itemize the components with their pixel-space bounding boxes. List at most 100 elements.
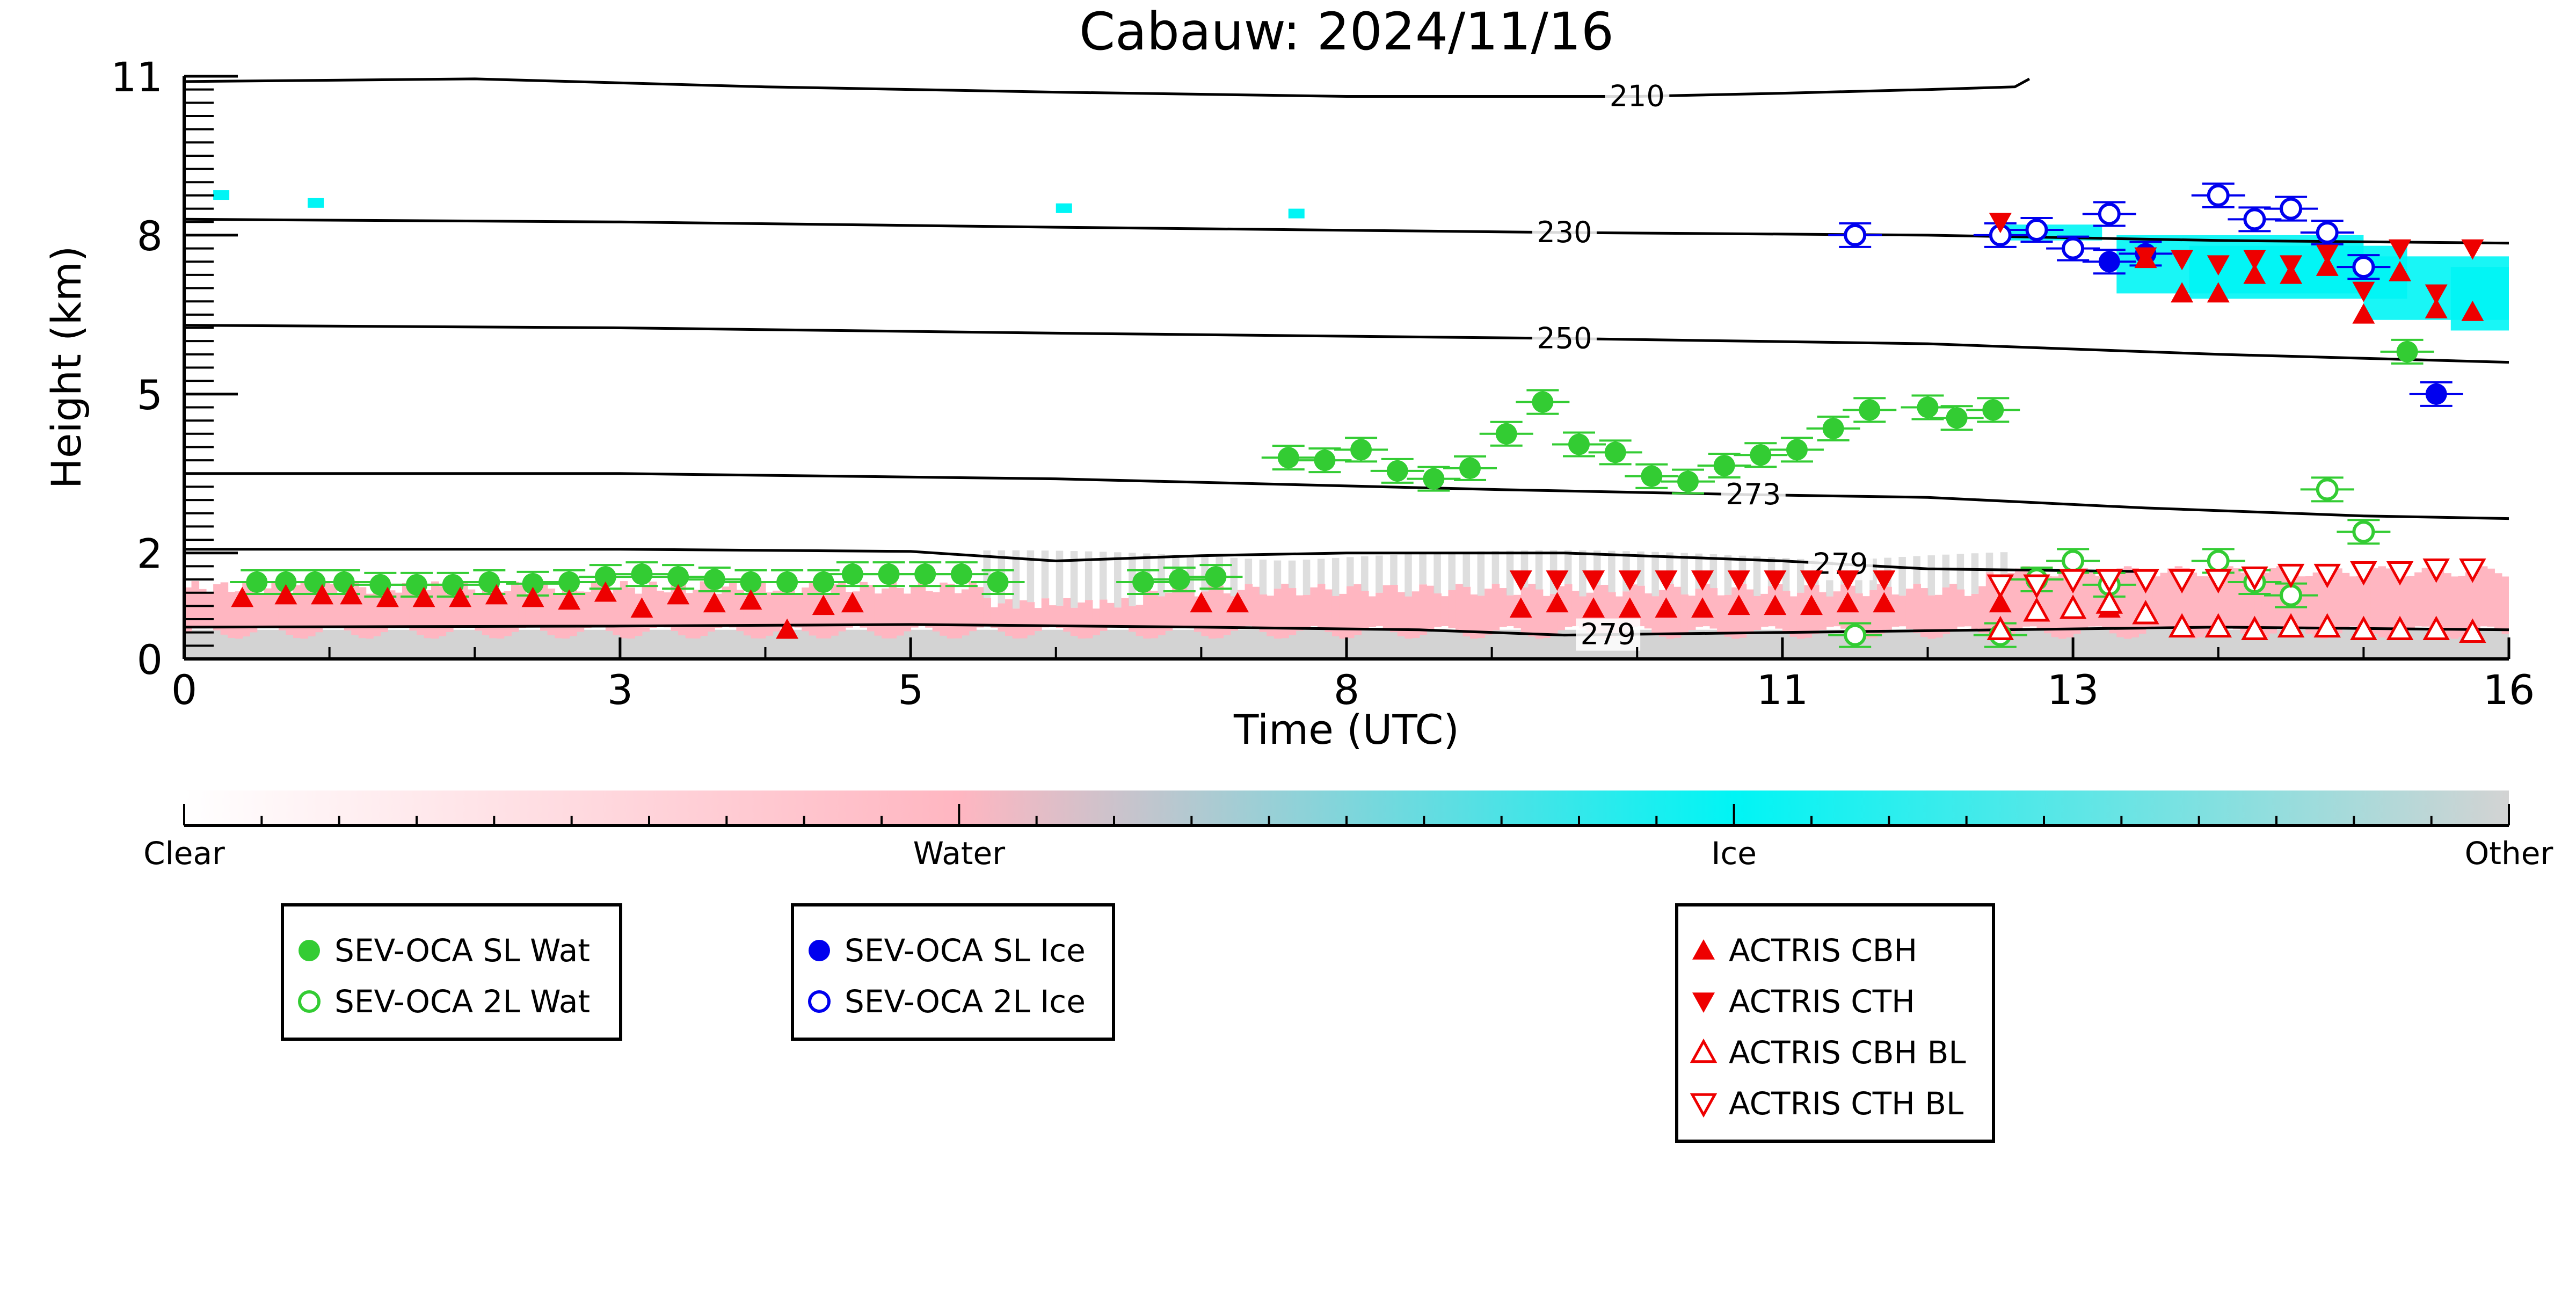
water-mask: [700, 581, 708, 636]
data-point: [631, 563, 653, 585]
x-axis-label: Time (UTC): [1233, 706, 1459, 753]
water-mask: [1949, 584, 1958, 630]
contour-label: 230: [1537, 215, 1592, 249]
other-mask: [1405, 554, 1412, 597]
y-tick-label: 2: [137, 530, 163, 578]
water-mask: [1818, 592, 1827, 630]
data-point: [2422, 615, 2450, 641]
water-mask: [1405, 596, 1413, 639]
water-mask: [1259, 594, 1268, 632]
data-point: [2025, 219, 2048, 242]
water-mask: [2203, 576, 2212, 634]
water-mask: [2363, 572, 2371, 630]
other-mask: [1898, 557, 1906, 596]
water-mask: [1397, 592, 1406, 636]
other-mask: [1274, 560, 1282, 589]
data-point: [2277, 563, 2305, 589]
data-point: [914, 563, 936, 585]
legend-entry: SEV-OCA SL Wat: [299, 932, 590, 969]
water-mask: [2189, 572, 2197, 639]
water-mask: [1956, 589, 1965, 627]
water-mask: [2152, 576, 2161, 627]
water-mask: [1709, 588, 1718, 629]
water-mask: [2196, 576, 2204, 637]
x-tick-label: 5: [898, 666, 923, 714]
water-mask: [1317, 584, 1326, 628]
water-mask: [402, 583, 410, 627]
data-point: [703, 592, 726, 613]
water-mask: [1499, 588, 1507, 627]
water-mask: [1027, 602, 1035, 636]
water-mask: [794, 593, 803, 628]
other-mask: [1942, 554, 1950, 588]
water-mask: [308, 591, 316, 636]
other-mask: [1462, 552, 1471, 587]
water-mask: [2400, 576, 2408, 634]
y-tick-label: 0: [137, 636, 163, 684]
water-mask: [1099, 599, 1108, 631]
water-mask: [1331, 596, 1340, 636]
water-mask: [1542, 596, 1551, 638]
data-point: [1691, 597, 1714, 618]
water-mask: [1651, 596, 1660, 633]
other-mask: [1347, 557, 1354, 586]
water-mask: [1281, 583, 1289, 639]
water-mask: [1978, 586, 1986, 634]
data-point: [1277, 447, 1299, 469]
data-point: [2171, 250, 2194, 271]
data-point: [812, 594, 835, 615]
series-actris-cbh-bl: [1986, 589, 2486, 643]
data-point: [2386, 615, 2414, 641]
water-mask: [1942, 587, 1951, 634]
data-point: [2425, 298, 2448, 318]
water-mask: [191, 581, 200, 629]
data-point: [2280, 255, 2303, 276]
data-point: [406, 574, 427, 596]
legend-entry-label: SEV-OCA 2L Ice: [845, 983, 1086, 1020]
other-mask: [1985, 553, 1993, 572]
data-point: [2241, 615, 2268, 641]
other-mask: [1259, 560, 1267, 594]
water-mask: [431, 581, 439, 639]
water-mask: [1361, 591, 1369, 631]
water-mask: [184, 587, 192, 633]
other-mask: [1070, 551, 1078, 608]
data-point: [299, 940, 320, 961]
data-point: [2132, 600, 2159, 625]
water-mask: [1136, 605, 1144, 636]
y-tick-label: 11: [111, 53, 163, 101]
water-mask: [1063, 598, 1071, 632]
temperature-contour: [184, 217, 2509, 245]
data-point: [1677, 470, 1699, 492]
water-mask: [1288, 588, 1297, 635]
other-mask: [1709, 554, 1718, 589]
contour-label: 210: [1610, 79, 1665, 113]
water-mask: [1325, 589, 1333, 633]
data-point: [1764, 570, 1787, 591]
water-mask: [2261, 572, 2270, 637]
water-mask: [1354, 584, 1362, 635]
data-point: [1190, 592, 1213, 613]
data-point: [1350, 439, 1372, 461]
series-sev-oca-2l-ice: [1844, 184, 2375, 279]
ice-mask: [308, 198, 324, 208]
data-point: [1568, 433, 1590, 455]
data-point: [1800, 570, 1823, 591]
data-point: [1618, 570, 1641, 591]
water-mask: [1680, 594, 1689, 635]
data-point: [2204, 613, 2232, 638]
water-mask: [1034, 608, 1042, 632]
contour-label: 273: [1726, 477, 1781, 511]
water-mask: [1724, 594, 1733, 637]
data-point: [1917, 396, 1939, 418]
data-point: [1690, 1093, 1718, 1118]
data-point: [2059, 594, 2087, 619]
water-mask: [831, 584, 839, 636]
legend-entry-label: SEV-OCA SL Ice: [845, 932, 1086, 969]
colorbar-label: Ice: [1711, 835, 1757, 872]
colorbar-label: Water: [913, 835, 1006, 872]
water-mask: [1535, 589, 1544, 639]
water-mask: [1440, 596, 1449, 626]
data-point: [667, 566, 689, 588]
